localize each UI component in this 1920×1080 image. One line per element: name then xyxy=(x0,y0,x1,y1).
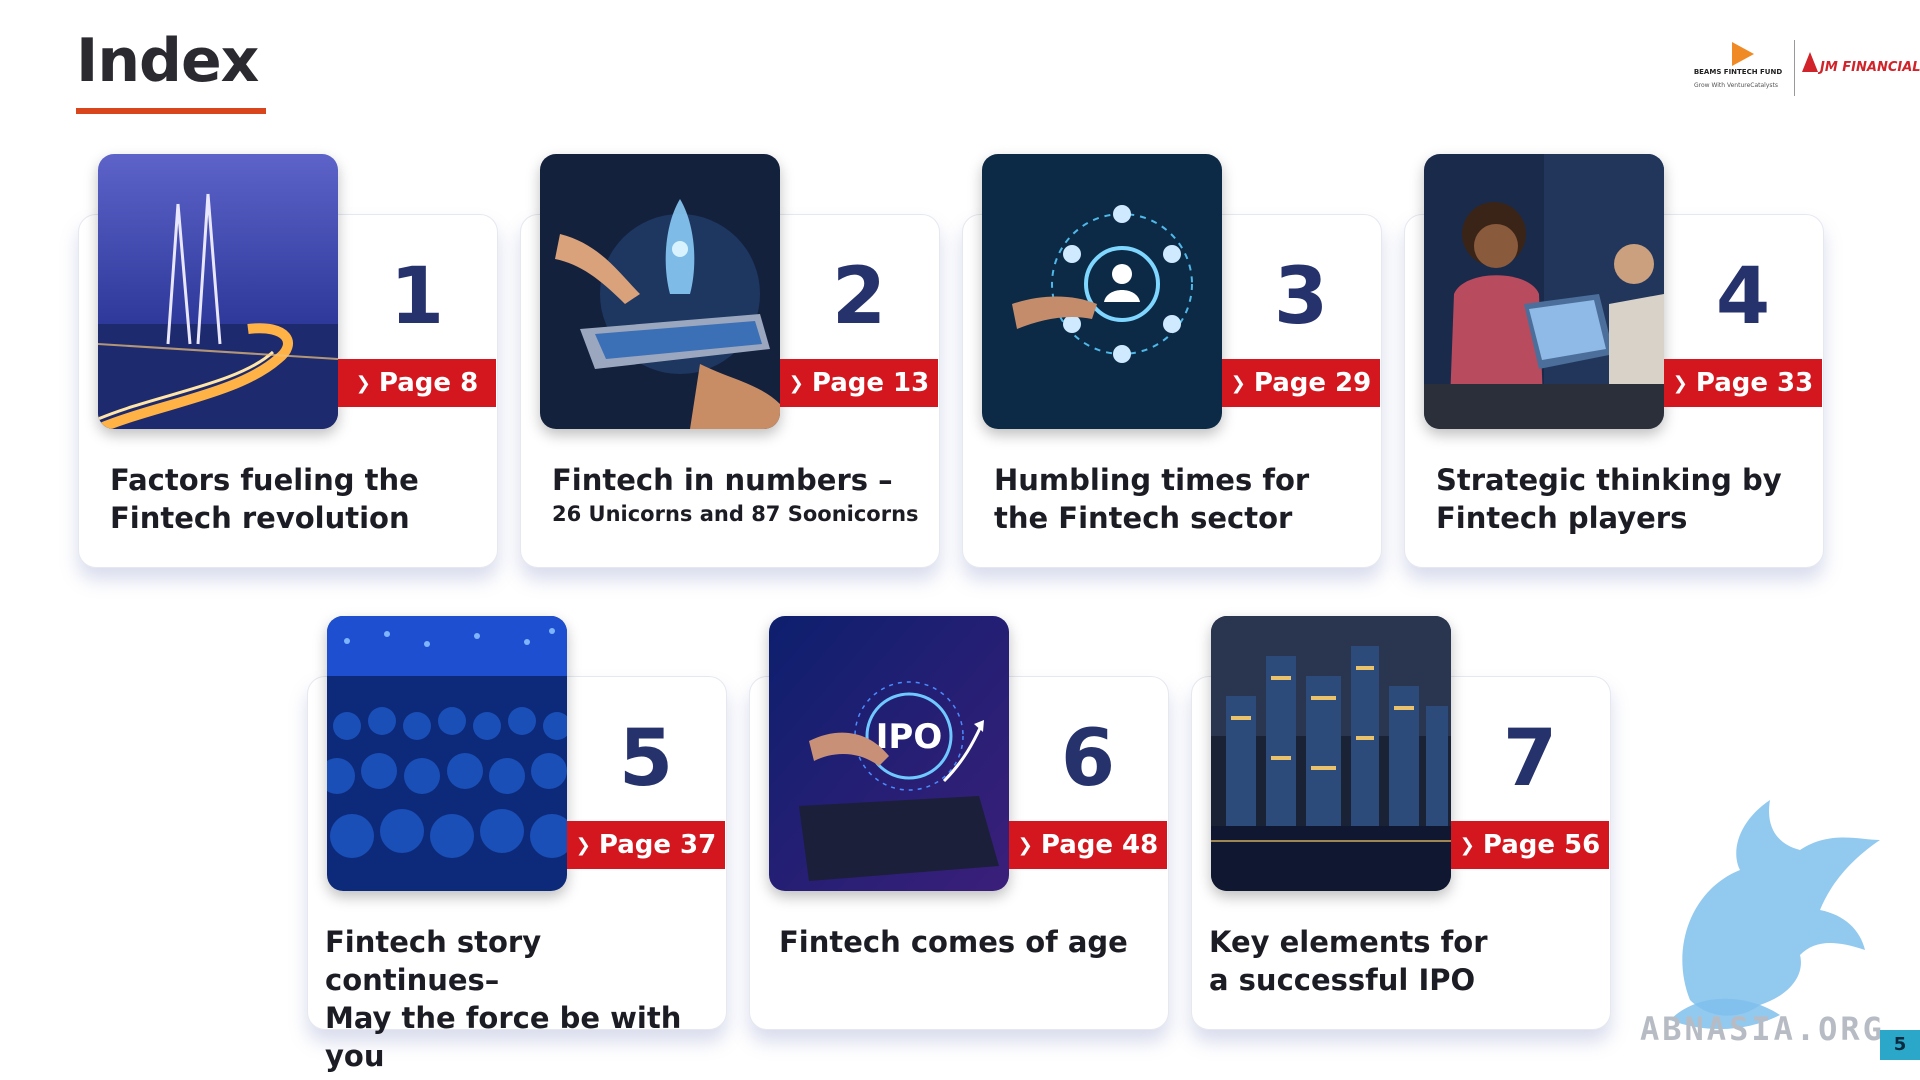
card-description: Fintech in numbers – 26 Unicorns and 87 … xyxy=(552,461,932,529)
card-number: 4 xyxy=(1715,252,1771,342)
page-link-label: Page 13 xyxy=(811,368,930,398)
card-description: Strategic thinking by Fintech players xyxy=(1436,461,1816,537)
watermark-text: ABNASIA.ORG xyxy=(1640,1010,1885,1048)
page-link-label: Page 33 xyxy=(1695,368,1814,398)
page-link[interactable]: ❯ Page 29 xyxy=(1222,359,1380,407)
card-number: 6 xyxy=(1060,714,1116,804)
page-link-label: Page 8 xyxy=(378,368,479,398)
page-link-label: Page 29 xyxy=(1253,368,1372,398)
griffin-watermark-icon xyxy=(1670,800,1880,1030)
slide-number: 5 xyxy=(1880,1030,1920,1060)
card-number: 5 xyxy=(618,714,674,804)
description-line-1: Fintech comes of age xyxy=(779,925,1128,959)
svg-text:IPO: IPO xyxy=(876,717,942,757)
card-number: 1 xyxy=(389,252,445,342)
kyc-network-photo xyxy=(982,154,1222,429)
team-laptop-photo xyxy=(1424,154,1664,429)
bridge-photo xyxy=(98,154,338,429)
jm-logo-name: JM FINANCIAL xyxy=(1820,60,1920,75)
card-number: 7 xyxy=(1502,714,1558,804)
description-line-1: Fintech in numbers – xyxy=(552,463,893,497)
card-description: Fintech story continues– May the force b… xyxy=(325,923,705,1075)
description-line-2: Fintech revolution xyxy=(110,501,410,535)
card-description: Humbling times for the Fintech sector xyxy=(994,461,1374,537)
index-card-6[interactable]: IPO 6 ❯ Page 48 Fintech comes of age xyxy=(749,616,1169,1030)
chevron-right-icon: ❯ xyxy=(1672,373,1688,394)
index-card-3[interactable]: 3 ❯ Page 29 Humbling times for the Fintec… xyxy=(962,154,1382,568)
chevron-right-icon: ❯ xyxy=(788,373,804,394)
description-line-1: Humbling times for xyxy=(994,463,1310,497)
logo-divider xyxy=(1794,40,1795,96)
chevron-right-icon: ❯ xyxy=(1230,373,1246,394)
index-card-7[interactable]: 7 ❯ Page 56 Key elements for a successful… xyxy=(1191,616,1611,1030)
index-card-1[interactable]: 1 ❯ Page 8 Factors fueling the Fintech re… xyxy=(78,154,498,568)
page-link[interactable]: ❯ Page 13 xyxy=(780,359,938,407)
brand-logos: BEAMS FINTECH FUND Grow With VentureCata… xyxy=(1686,38,1920,100)
chevron-right-icon: ❯ xyxy=(1459,835,1475,856)
index-card-5[interactable]: 5 ❯ Page 37 Fintech story continues– May … xyxy=(307,616,727,1073)
jm-logo-mark-icon xyxy=(1802,52,1818,72)
index-card-2[interactable]: 2 ❯ Page 13 Fintech in numbers – 26 Unico… xyxy=(520,154,940,568)
description-line-1: Factors fueling the xyxy=(110,463,419,497)
index-card-4[interactable]: 4 ❯ Page 33 Strategic thinking by Fintech… xyxy=(1404,154,1824,568)
description-line-2: Fintech players xyxy=(1436,501,1688,535)
description-line-2: a successful IPO xyxy=(1209,963,1476,997)
description-line-2: 26 Unicorns and 87 Soonicorns xyxy=(552,502,919,526)
description-line-1: Strategic thinking by xyxy=(1436,463,1782,497)
description-line-2: May the force be with you xyxy=(325,1001,682,1073)
description-line-2: the Fintech sector xyxy=(994,501,1293,535)
beams-logo: BEAMS FINTECH FUND Grow With VentureCata… xyxy=(1686,38,1786,100)
page-link[interactable]: ❯ Page 37 xyxy=(567,821,725,869)
card-description: Factors fueling the Fintech revolution xyxy=(110,461,490,537)
beams-logo-tagline: Grow With VentureCatalysts xyxy=(1693,82,1779,89)
page-title: Index xyxy=(76,26,259,96)
card-description: Key elements for a successful IPO xyxy=(1209,923,1589,999)
beams-logo-name: BEAMS FINTECH FUND xyxy=(1693,68,1783,76)
page-link[interactable]: ❯ Page 48 xyxy=(1009,821,1167,869)
description-line-1: Key elements for xyxy=(1209,925,1488,959)
title-underline xyxy=(76,108,266,114)
description-line-1: Fintech story continues– xyxy=(325,925,542,997)
crowd-photo xyxy=(327,616,567,891)
rocket-tablet-photo xyxy=(540,154,780,429)
chevron-right-icon: ❯ xyxy=(575,835,591,856)
card-number: 2 xyxy=(831,252,887,342)
ipo-photo: IPO xyxy=(769,616,1009,891)
page-link-label: Page 56 xyxy=(1482,830,1601,860)
chevron-right-icon: ❯ xyxy=(1017,835,1033,856)
page-link-label: Page 37 xyxy=(598,830,717,860)
flag-icon xyxy=(1732,42,1754,66)
chevron-right-icon: ❯ xyxy=(355,373,371,394)
skyline-photo xyxy=(1211,616,1451,891)
page-link[interactable]: ❯ Page 8 xyxy=(338,359,496,407)
card-number: 3 xyxy=(1273,252,1329,342)
page-link[interactable]: ❯ Page 33 xyxy=(1664,359,1822,407)
card-description: Fintech comes of age xyxy=(779,923,1159,961)
page-link-label: Page 48 xyxy=(1040,830,1159,860)
page-link[interactable]: ❯ Page 56 xyxy=(1451,821,1609,869)
